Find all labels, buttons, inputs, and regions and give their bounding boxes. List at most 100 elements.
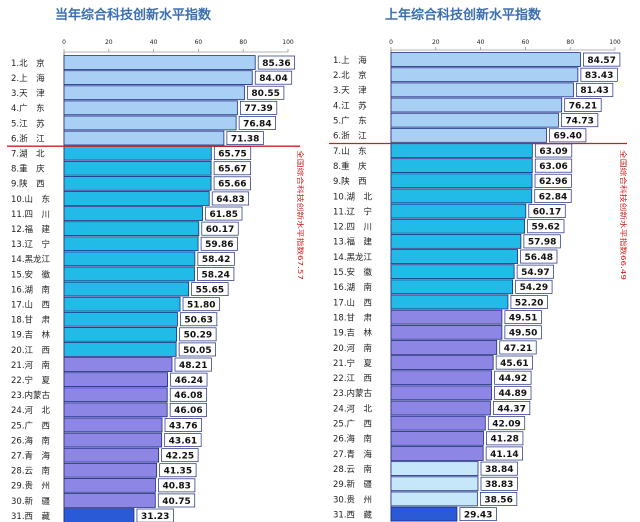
- value-label: 50.29: [184, 331, 212, 341]
- x-tick-label: 0: [389, 39, 393, 46]
- bar: [64, 131, 224, 145]
- category-label: 27.青 海: [333, 449, 373, 460]
- value-label: 61.85: [210, 210, 238, 220]
- value-label: 47.21: [504, 344, 532, 354]
- bar: [391, 159, 532, 173]
- x-tick-label: 100: [282, 39, 294, 46]
- value-label: 38.84: [485, 465, 513, 475]
- category-label: 30.贵 州: [333, 494, 372, 505]
- bar: [391, 83, 573, 97]
- bar: [64, 463, 157, 477]
- value-label: 55.65: [196, 285, 224, 295]
- value-label: 83.43: [585, 71, 613, 81]
- category-label: 6.浙 江: [333, 131, 367, 142]
- bar: [391, 477, 478, 491]
- category-label: 13.辽 宁: [11, 239, 50, 250]
- bar: [391, 325, 502, 339]
- category-label: 7.湖 北: [11, 149, 45, 159]
- bar: [391, 431, 483, 445]
- bar: [391, 447, 483, 461]
- category-label: 1.上 海: [333, 55, 367, 66]
- category-label: 28.云 南: [11, 466, 50, 477]
- bar: [64, 433, 162, 447]
- bar: [64, 448, 159, 462]
- bar: [64, 207, 203, 221]
- value-label: 45.61: [500, 359, 528, 369]
- category-label: 12.四 川: [333, 223, 372, 233]
- category-label: 21.宁 夏: [333, 358, 373, 369]
- value-label: 63.06: [539, 162, 567, 172]
- value-label: 59.86: [205, 240, 233, 250]
- bar: [64, 388, 167, 402]
- category-label: 8.重 庆: [333, 161, 367, 172]
- bar: [64, 494, 155, 508]
- value-label: 49.51: [509, 313, 537, 323]
- value-label: 41.35: [164, 467, 192, 477]
- value-label: 43.76: [169, 421, 197, 431]
- value-label: 71.38: [231, 134, 259, 144]
- value-label: 54.97: [521, 268, 549, 278]
- category-label: 11.辽 宁: [333, 206, 372, 217]
- bar: [391, 340, 497, 354]
- bar: [64, 237, 198, 251]
- bar: [64, 358, 172, 372]
- value-label: 42.09: [492, 420, 520, 430]
- value-label: 69.40: [553, 132, 581, 142]
- bar: [64, 192, 209, 206]
- value-label: 80.55: [251, 89, 279, 99]
- category-label: 22.宁 夏: [11, 375, 51, 386]
- category-label: 4.江 苏: [333, 100, 367, 111]
- value-label: 38.56: [484, 495, 512, 505]
- side-note-group: 全国综合科技创新水平指数67.57: [296, 150, 305, 280]
- category-label: 22.江 西: [333, 374, 372, 384]
- category-label: 5.广 东: [333, 116, 367, 127]
- bar: [64, 403, 167, 417]
- bar: [64, 146, 211, 160]
- value-label: 50.05: [183, 346, 211, 356]
- bar: [64, 267, 194, 281]
- category-label: 5.江 苏: [11, 118, 45, 129]
- category-label: 9.陕 西: [11, 179, 45, 190]
- value-label: 43.61: [169, 436, 197, 446]
- bar: [64, 418, 162, 432]
- category-label: 2.上 海: [11, 73, 45, 84]
- bar: [391, 98, 562, 112]
- bar: [64, 56, 255, 70]
- value-label: 74.73: [565, 117, 593, 127]
- category-label: 15.安 徽: [333, 267, 373, 278]
- bar: [391, 174, 532, 188]
- bar: [64, 312, 177, 326]
- category-label: 25.广 西: [11, 420, 50, 431]
- category-label: 30.新 疆: [11, 496, 51, 507]
- bar: [391, 68, 578, 82]
- value-label: 42.25: [166, 451, 194, 461]
- value-label: 85.36: [262, 59, 290, 69]
- x-tick-label: 60: [522, 39, 530, 46]
- category-label: 23.内蒙古: [333, 388, 373, 399]
- bar: [391, 401, 490, 415]
- bar: [391, 462, 478, 476]
- national-average-note: 全国综合科技创新水平指数66.49: [619, 150, 628, 280]
- category-label: 17.山 西: [333, 297, 372, 308]
- category-label: 27.青 海: [11, 450, 51, 461]
- category-label: 14.黑龙江: [11, 254, 51, 265]
- value-label: 58.42: [202, 255, 230, 265]
- value-label: 77.39: [244, 104, 272, 114]
- value-label: 60.17: [533, 207, 561, 217]
- category-label: 18.甘 肃: [333, 312, 373, 323]
- bar: [391, 492, 477, 506]
- value-label: 29.43: [464, 510, 492, 520]
- category-label: 16.湖 南: [11, 284, 50, 295]
- value-label: 60.17: [206, 225, 234, 235]
- side-note-group: 全国综合科技创新水平指数66.49: [619, 150, 628, 280]
- category-label: 16.湖 南: [333, 282, 372, 293]
- x-tick-label: 80: [239, 39, 247, 46]
- value-label: 41.28: [490, 435, 518, 445]
- category-label: 11.四 川: [11, 210, 50, 220]
- value-label: 59.62: [532, 223, 560, 233]
- bar: [64, 116, 236, 130]
- bar: [391, 416, 485, 430]
- category-label: 3.天 津: [11, 88, 45, 99]
- category-label: 3.天 津: [333, 85, 367, 96]
